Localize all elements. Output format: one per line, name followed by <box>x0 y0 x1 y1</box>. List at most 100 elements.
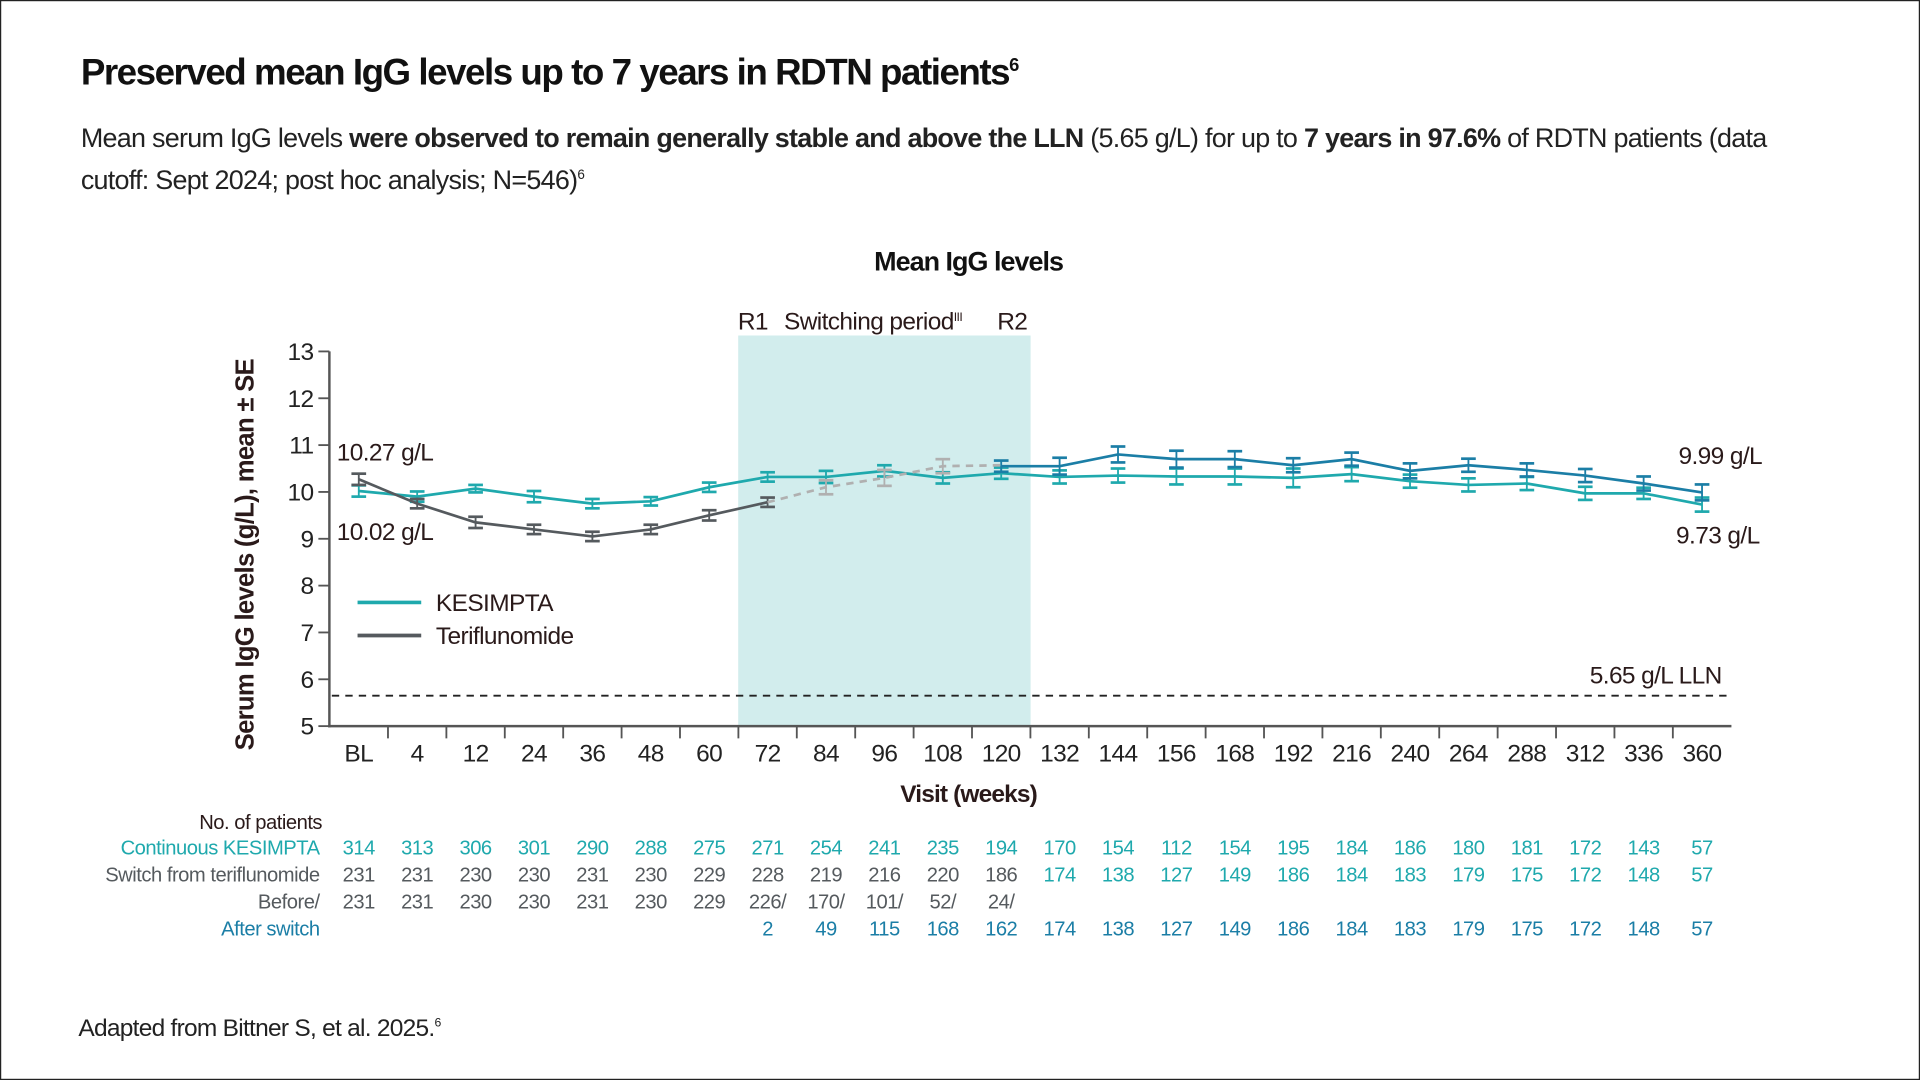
x-tick-label: 192 <box>1274 741 1313 768</box>
y-tick-label: 12 <box>287 386 313 413</box>
table-cell: 57 <box>1691 865 1713 887</box>
table-cell: 49 <box>815 919 837 941</box>
table-cell: 184 <box>1336 919 1368 941</box>
footer-ref: 6 <box>434 1016 441 1031</box>
x-tick-label: 108 <box>923 741 962 768</box>
table-cell: 184 <box>1336 865 1368 887</box>
table-cell: 186 <box>1277 865 1309 887</box>
table-cell: 2 <box>762 919 773 941</box>
table-cell: 290 <box>576 838 608 860</box>
table-cell: 172 <box>1569 838 1601 860</box>
table-cell: 230 <box>635 865 667 887</box>
r2-label: R2 <box>997 308 1027 335</box>
error-bar <box>877 468 892 488</box>
error-bar <box>1227 449 1243 469</box>
error-bar <box>1344 465 1359 483</box>
error-bar <box>1052 456 1067 476</box>
subtitle-part: 7 years in 97.6% <box>1303 122 1501 154</box>
x-tick-label: 72 <box>755 741 781 768</box>
error-bar <box>1577 485 1593 502</box>
error-bar <box>935 457 951 475</box>
error-bar <box>1461 477 1476 493</box>
table-cell: 179 <box>1452 919 1484 941</box>
error-bar <box>585 530 600 543</box>
error-bar <box>1344 451 1359 468</box>
table-row-label: Switch from teriflunomide <box>105 865 320 887</box>
table-cell: 195 <box>1277 838 1309 860</box>
error-bar <box>1636 475 1651 492</box>
table-cell: 170/ <box>807 892 845 914</box>
lln-label: 5.65 g/L LLN <box>1590 662 1722 689</box>
annotation-end-switch: 9.99 g/L <box>1678 443 1762 470</box>
table-cell: 138 <box>1102 865 1134 887</box>
y-tick-label: 8 <box>300 573 313 600</box>
x-tick-label: 12 <box>463 741 489 768</box>
table-cell: 52/ <box>929 892 956 914</box>
table-cell: 230 <box>635 892 667 914</box>
table-cell: 216 <box>868 865 900 887</box>
table-cell: 183 <box>1394 919 1426 941</box>
error-bar <box>1110 467 1126 484</box>
table-cell: 149 <box>1219 919 1251 941</box>
x-tick-label: 84 <box>813 741 839 768</box>
table-cell: 101/ <box>866 892 904 914</box>
y-tick-label: 10 <box>287 480 313 507</box>
subtitle-part: Mean serum IgG levels <box>80 122 350 154</box>
x-tick-label: 168 <box>1215 741 1254 768</box>
table-cell: 149 <box>1219 865 1251 887</box>
switching-period-ref: III <box>954 310 963 324</box>
y-tick-label: 6 <box>300 667 313 694</box>
x-tick-label: 216 <box>1332 741 1371 768</box>
table-cell: 180 <box>1452 838 1484 860</box>
title-text: Preserved mean IgG levels up to 7 years … <box>80 52 1011 94</box>
switching-period-label: Switching periodIII <box>784 308 962 335</box>
error-bar <box>701 508 717 522</box>
y-tick-label: 11 <box>289 433 313 460</box>
title-ref: 6 <box>1009 55 1019 76</box>
table-cell: 168 <box>927 919 959 941</box>
x-tick-label: 96 <box>871 741 897 768</box>
table-cell: 143 <box>1628 838 1660 860</box>
table-cell: 181 <box>1511 838 1543 860</box>
subtitle-part: (5.65 g/L) for up to <box>1083 122 1304 154</box>
table-cell: 230 <box>518 865 550 887</box>
y-tick-label: 5 <box>300 714 313 741</box>
error-bar <box>1519 462 1535 478</box>
error-bar <box>468 515 483 530</box>
x-tick-label: 240 <box>1391 741 1430 768</box>
table-cell: 275 <box>693 838 725 860</box>
annotation-baseline-kesimpta: 10.02 g/L <box>337 519 434 546</box>
error-bar <box>1461 457 1476 474</box>
x-tick-label: 120 <box>982 741 1021 768</box>
error-bar <box>993 459 1009 474</box>
table-cell: 57 <box>1691 838 1713 860</box>
x-axis-label: Visit (weeks) <box>900 781 1037 808</box>
table-cell: 148 <box>1628 919 1660 941</box>
error-bar <box>351 472 367 487</box>
table-cell: 241 <box>868 838 900 860</box>
table-cell: 186 <box>1394 838 1426 860</box>
table-cell: 127 <box>1160 865 1192 887</box>
annotation-baseline-teriflunomide: 10.27 g/L <box>337 439 434 466</box>
x-tick-label: 24 <box>521 741 547 768</box>
table-cell: 231 <box>401 892 433 914</box>
table-row-label: After switch <box>221 919 319 941</box>
footer-text: Adapted from Bittner S, et al. 2025. <box>78 1015 435 1043</box>
error-bar <box>1227 467 1243 486</box>
legend-teriflunomide: Teriflunomide <box>436 623 574 650</box>
table-cell: 184 <box>1336 838 1368 860</box>
table-cell: 231 <box>343 892 375 914</box>
x-tick-label: BL <box>344 741 373 768</box>
error-bar <box>1402 462 1418 480</box>
legend: KESIMPTA Teriflunomide <box>357 590 574 650</box>
error-bar <box>468 483 483 494</box>
table-cell: 314 <box>343 838 375 860</box>
table-cell: 231 <box>576 865 608 887</box>
subtitle: Mean serum IgG levels were observed to r… <box>81 119 1795 199</box>
table-cell: 306 <box>459 838 491 860</box>
y-axis-label: Serum IgG levels (g/L), mean ± SE <box>231 358 259 750</box>
table-cell: 175 <box>1511 919 1543 941</box>
error-bar <box>1169 449 1184 469</box>
r1-label: R1 <box>738 308 768 335</box>
